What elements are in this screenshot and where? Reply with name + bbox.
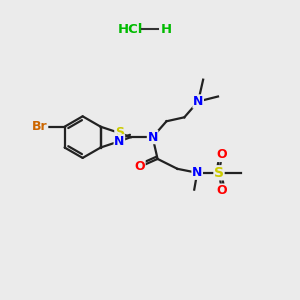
Text: HCl: HCl — [118, 22, 143, 36]
Text: O: O — [217, 148, 227, 161]
Text: O: O — [134, 160, 145, 173]
Text: O: O — [217, 184, 227, 197]
Text: N: N — [114, 135, 124, 148]
Text: N: N — [147, 130, 158, 144]
Text: N: N — [193, 95, 203, 108]
Text: H: H — [160, 22, 171, 36]
Text: S: S — [214, 166, 224, 180]
Text: N: N — [192, 166, 202, 179]
Text: S: S — [115, 127, 124, 140]
Text: Br: Br — [32, 120, 48, 133]
